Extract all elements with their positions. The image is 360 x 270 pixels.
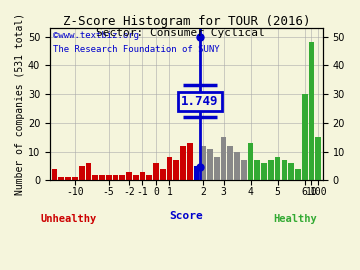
Bar	[302, 94, 307, 180]
Bar	[106, 175, 112, 180]
Bar	[255, 160, 260, 180]
Bar	[234, 152, 240, 180]
Bar	[113, 175, 118, 180]
Bar	[187, 143, 193, 180]
Bar	[99, 175, 105, 180]
Bar	[309, 42, 314, 180]
Text: Sector: Consumer Cyclical: Sector: Consumer Cyclical	[96, 28, 264, 38]
Bar	[207, 149, 213, 180]
Bar	[288, 163, 294, 180]
Bar	[119, 175, 125, 180]
Title: Z-Score Histogram for TOUR (2016): Z-Score Histogram for TOUR (2016)	[63, 15, 310, 28]
Bar	[295, 169, 301, 180]
Bar	[214, 157, 220, 180]
Bar	[147, 175, 152, 180]
Bar	[228, 146, 233, 180]
Bar	[201, 146, 206, 180]
Bar	[275, 157, 280, 180]
Bar	[180, 146, 186, 180]
Bar	[160, 169, 166, 180]
Bar	[315, 137, 321, 180]
Bar	[140, 172, 145, 180]
Bar	[221, 137, 226, 180]
Bar	[52, 169, 58, 180]
Bar	[126, 172, 132, 180]
Bar	[65, 177, 71, 180]
Bar	[133, 175, 139, 180]
X-axis label: Score: Score	[170, 211, 203, 221]
Text: Healthy: Healthy	[274, 214, 318, 224]
Text: The Research Foundation of SUNY: The Research Foundation of SUNY	[53, 45, 219, 54]
Bar	[174, 160, 179, 180]
Bar	[92, 175, 98, 180]
Y-axis label: Number of companies (531 total): Number of companies (531 total)	[15, 13, 25, 195]
Bar	[153, 163, 159, 180]
Bar	[194, 166, 199, 180]
Bar	[79, 166, 85, 180]
Bar	[58, 177, 64, 180]
Text: ©www.textbiz.org: ©www.textbiz.org	[53, 31, 139, 40]
Bar	[241, 160, 247, 180]
Bar	[282, 160, 287, 180]
Bar	[167, 157, 172, 180]
Bar	[86, 163, 91, 180]
Text: 1.749: 1.749	[181, 95, 219, 108]
Bar	[261, 163, 267, 180]
Bar	[72, 177, 78, 180]
Bar	[248, 143, 253, 180]
Bar	[268, 160, 274, 180]
Text: Unhealthy: Unhealthy	[41, 214, 97, 224]
